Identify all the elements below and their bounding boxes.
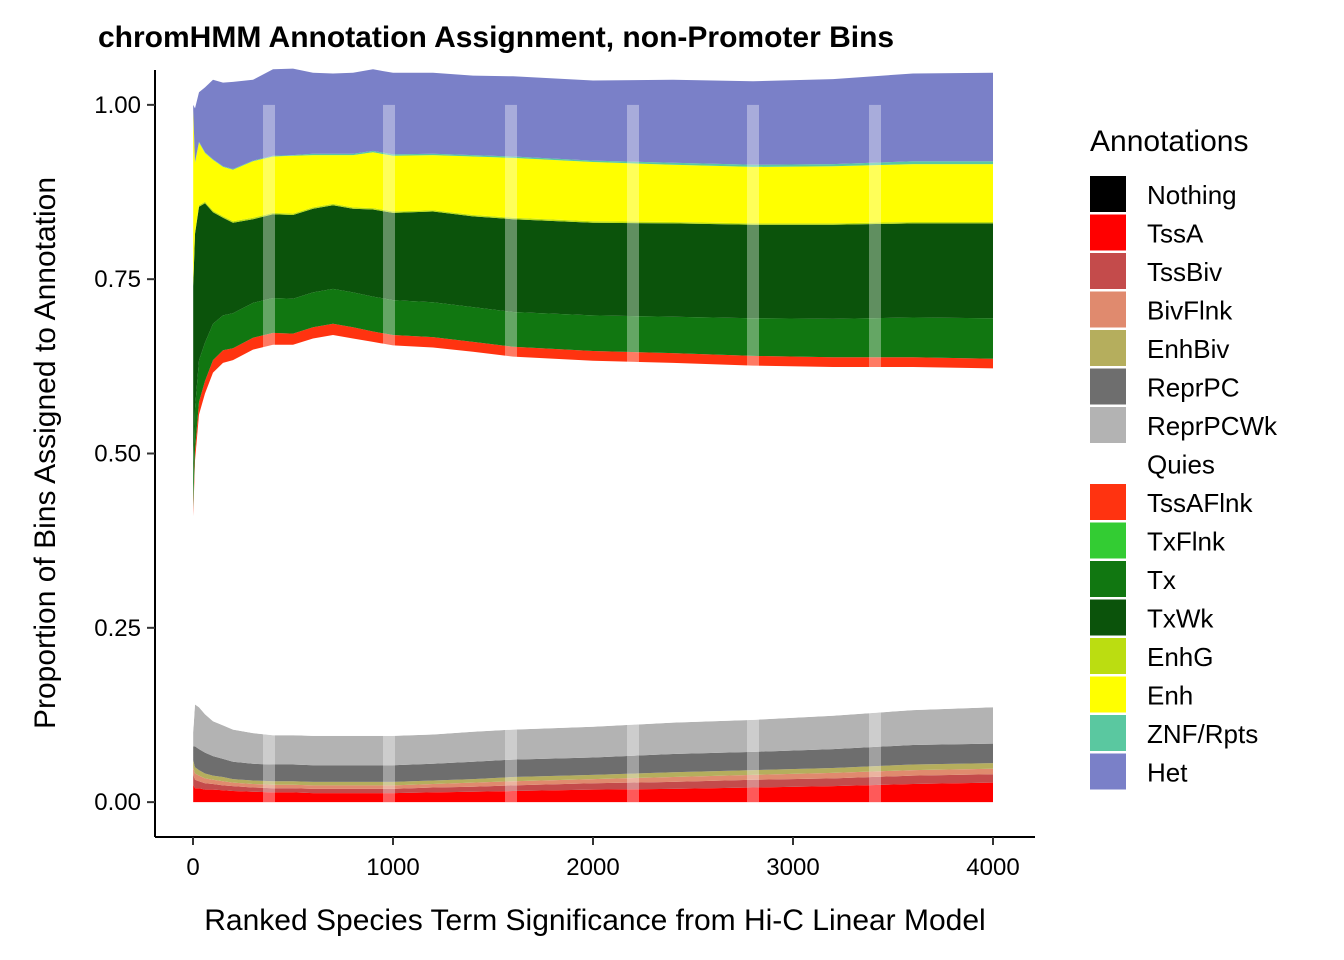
x-tick-label: 2000	[566, 854, 619, 881]
legend-label-bivflnk: BivFlnk	[1147, 296, 1233, 326]
area-tssbiv	[193, 774, 993, 794]
area-txwk	[193, 203, 993, 475]
vertical-band-5	[747, 104, 759, 803]
legend-label-tssa: TssA	[1147, 219, 1204, 249]
vertical-band-1	[263, 104, 275, 803]
legend-title: Annotations	[1090, 125, 1248, 158]
legend-label-znf-rpts: ZNF/Rpts	[1147, 719, 1258, 749]
area-quies	[193, 335, 993, 736]
legend-swatch-reprpc	[1090, 368, 1126, 405]
legend-swatch-tssaflnk	[1090, 484, 1126, 520]
area-tssa	[193, 782, 993, 803]
legend-swatch-enhbiv	[1090, 330, 1126, 366]
vertical-band-3	[505, 104, 517, 803]
area-tssaflnk	[193, 323, 993, 517]
area-bivflnk	[193, 767, 993, 789]
legend: Annotations Nothing TssA TssBiv BivFlnk EnhB…	[1090, 125, 1278, 790]
x-tick-label: 1000	[366, 854, 419, 881]
legend-swatch-nothing	[1090, 176, 1126, 212]
area-reprpcwk	[193, 704, 993, 766]
legend-label-nothing: Nothing	[1147, 180, 1237, 210]
area-enhbiv	[193, 760, 993, 786]
area-znf-rpts	[193, 109, 993, 170]
legend-swatch-znf-rpts	[1090, 715, 1126, 751]
axes: 0.00 0.25 0.50 0.75 1.00 0 1000 2000 3000 4000	[94, 70, 1035, 881]
legend-label-txwk: TxWk	[1147, 604, 1214, 634]
legend-label-tx: Tx	[1147, 565, 1176, 595]
legend-label-enhbiv: EnhBiv	[1147, 334, 1229, 364]
chart-title: chromHMM Annotation Assignment, non-Prom…	[98, 21, 894, 54]
vertical-band-6	[869, 104, 881, 803]
legend-label-het: Het	[1147, 758, 1188, 788]
area-enh	[193, 110, 993, 285]
plot-area	[193, 68, 993, 803]
y-tick-label: 0.25	[94, 615, 141, 642]
x-tick-label: 0	[186, 854, 199, 881]
area-reprpc	[193, 743, 993, 782]
legend-swatch-txflnk	[1090, 522, 1126, 559]
x-tick-label: 4000	[966, 854, 1019, 881]
y-tick-label: 1.00	[94, 92, 141, 119]
x-tick-label: 3000	[766, 854, 819, 881]
legend-swatch-quies	[1090, 445, 1126, 482]
legend-swatch-txwk	[1090, 599, 1126, 636]
vertical-band-2	[383, 104, 395, 803]
legend-swatch-bivflnk	[1090, 291, 1126, 328]
legend-swatch-enh	[1090, 676, 1126, 713]
legend-label-reprpc: ReprPC	[1147, 373, 1239, 403]
legend-swatch-enhg	[1090, 638, 1126, 674]
legend-label-txflnk: TxFlnk	[1147, 527, 1226, 557]
legend-swatch-tx	[1090, 561, 1126, 597]
vertical-band-4	[627, 104, 639, 803]
x-axis-title: Ranked Species Term Significance from Hi…	[204, 904, 985, 937]
y-tick-label: 0.00	[94, 789, 141, 816]
y-axis-title: Proportion of Bins Assigned to Annotatio…	[29, 177, 62, 729]
area-tx	[193, 288, 993, 510]
legend-label-quies: Quies	[1147, 450, 1215, 480]
legend-label-enh: Enh	[1147, 681, 1193, 711]
legend-label-tssbiv: TssBiv	[1147, 257, 1222, 287]
legend-swatch-het	[1090, 753, 1126, 790]
legend-swatch-reprpcwk	[1090, 407, 1126, 443]
y-tick-label: 0.75	[94, 266, 141, 293]
area-het	[193, 68, 993, 169]
legend-swatch-tssbiv	[1090, 253, 1126, 289]
y-tick-label: 0.50	[94, 441, 141, 468]
legend-label-enhg: EnhG	[1147, 642, 1214, 672]
legend-label-tssaflnk: TssAFlnk	[1147, 488, 1253, 518]
legend-swatch-tssa	[1090, 214, 1126, 251]
legend-label-reprpcwk: ReprPCWk	[1147, 411, 1278, 441]
